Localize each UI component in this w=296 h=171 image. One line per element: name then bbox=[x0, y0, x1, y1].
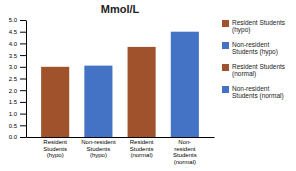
text-line: Students bbox=[130, 146, 154, 152]
tick-mark bbox=[20, 79, 26, 80]
tick-label: 4.5 bbox=[9, 29, 18, 35]
chart: 0.0 0.5 1.0 1.5 2.0 2.5 3.0 3.5 4.0 4.5 5.0 Residen… bbox=[0, 0, 296, 171]
tick-label: 0.5 bbox=[9, 123, 18, 129]
legend-label: Resident Students(normal) bbox=[232, 63, 286, 79]
tick: 3.0 bbox=[9, 64, 26, 70]
axis-line bbox=[26, 21, 27, 138]
text-line: Students bbox=[173, 152, 197, 158]
text-line: Resident bbox=[130, 139, 154, 145]
text-line: (hypo) bbox=[90, 152, 107, 158]
tick: 1.5 bbox=[9, 99, 26, 105]
bar bbox=[128, 47, 156, 137]
text-line: Resident Students bbox=[232, 63, 286, 70]
tick: 3.5 bbox=[9, 53, 26, 59]
tick-mark bbox=[20, 114, 26, 115]
title: Mmol/L bbox=[101, 3, 140, 15]
bar bbox=[84, 66, 112, 137]
tick-mark bbox=[20, 20, 26, 21]
tick-label: Non-residentStudents(normal) bbox=[173, 139, 197, 165]
tick-mark bbox=[20, 55, 26, 56]
x-axis: ResidentStudents(hypo)Non-residentStuden… bbox=[27, 138, 215, 166]
tick-label: ResidentStudents(hypo) bbox=[43, 139, 67, 158]
tick: 2.0 bbox=[9, 88, 26, 94]
text-line: (normal) bbox=[232, 70, 256, 78]
tick: ResidentStudents(normal) bbox=[130, 139, 154, 158]
tick-label: Non-residentStudents(hypo) bbox=[81, 139, 116, 158]
tick-mark bbox=[20, 90, 26, 91]
tick-mark bbox=[20, 125, 26, 126]
legend-label: Non-residentStudents (normal) bbox=[232, 85, 284, 101]
tick: 1.0 bbox=[9, 111, 26, 117]
tick-label: 1.0 bbox=[9, 111, 18, 117]
text-line: Non-resident bbox=[81, 139, 116, 145]
text-line: (hypo) bbox=[47, 152, 64, 158]
tick: 4.0 bbox=[9, 41, 26, 47]
legend-item: Non-residentStudents (normal) bbox=[222, 85, 284, 101]
legend: Resident Students(hypo)Non-residentStude… bbox=[222, 19, 286, 101]
tick: 0.0 bbox=[9, 134, 26, 140]
tick-mark bbox=[20, 43, 26, 44]
y-axis: 0.0 0.5 1.0 1.5 2.0 2.5 3.0 3.5 4.0 4.5 5.0 bbox=[9, 17, 27, 140]
text-line: (normal) bbox=[174, 159, 196, 165]
tick: Non-residentStudents(hypo) bbox=[81, 139, 116, 158]
legend-label: Non-residentStudents (hypo) bbox=[232, 41, 278, 57]
text-line: Non- bbox=[178, 139, 191, 145]
text-line: Students bbox=[87, 146, 111, 152]
text-line: (hypo) bbox=[232, 26, 250, 34]
axis-line bbox=[27, 137, 215, 138]
legend-item: Non-residentStudents (hypo) bbox=[222, 41, 278, 57]
tick-label: 3.0 bbox=[9, 64, 18, 70]
tick-label: 2.0 bbox=[9, 88, 18, 94]
tick-label: ResidentStudents(normal) bbox=[130, 139, 154, 158]
legend-swatch bbox=[222, 64, 229, 71]
tick: ResidentStudents(hypo) bbox=[43, 139, 67, 158]
text-line: (normal) bbox=[130, 152, 152, 158]
text-line: Students (normal) bbox=[232, 92, 284, 100]
tick: 0.5 bbox=[9, 123, 26, 129]
tick-mark bbox=[20, 32, 26, 33]
bars bbox=[41, 32, 199, 137]
tick: 5.0 bbox=[9, 17, 26, 23]
tick-label: 3.5 bbox=[9, 53, 18, 59]
text-line: Students (hypo) bbox=[232, 48, 278, 56]
text-line: Students bbox=[43, 146, 67, 152]
tick-label: 4.0 bbox=[9, 41, 18, 47]
legend-item: Resident Students(normal) bbox=[222, 63, 286, 79]
bar bbox=[41, 67, 69, 137]
tick-mark bbox=[20, 102, 26, 103]
tick: 2.5 bbox=[9, 76, 26, 82]
text-line: Non-resident bbox=[232, 41, 269, 48]
tick-label: 1.5 bbox=[9, 99, 18, 105]
text-line: Resident Students bbox=[232, 19, 286, 26]
tick-mark bbox=[20, 67, 26, 68]
legend-item: Resident Students(hypo) bbox=[222, 19, 286, 35]
bar bbox=[171, 32, 199, 137]
text-line: Resident bbox=[43, 139, 67, 145]
legend-label: Resident Students(hypo) bbox=[232, 19, 286, 35]
text-line: resident bbox=[174, 146, 196, 152]
tick: 4.5 bbox=[9, 29, 26, 35]
tick-mark bbox=[20, 137, 26, 138]
legend-swatch bbox=[222, 86, 229, 93]
tick-label: 2.5 bbox=[9, 76, 18, 82]
tick-label: 5.0 bbox=[9, 17, 18, 23]
tick-label: 0.0 bbox=[9, 134, 18, 140]
legend-swatch bbox=[222, 20, 229, 27]
legend-swatch bbox=[222, 42, 229, 49]
tick: Non-residentStudents(normal) bbox=[173, 139, 197, 165]
text-line: Non-resident bbox=[232, 85, 269, 92]
